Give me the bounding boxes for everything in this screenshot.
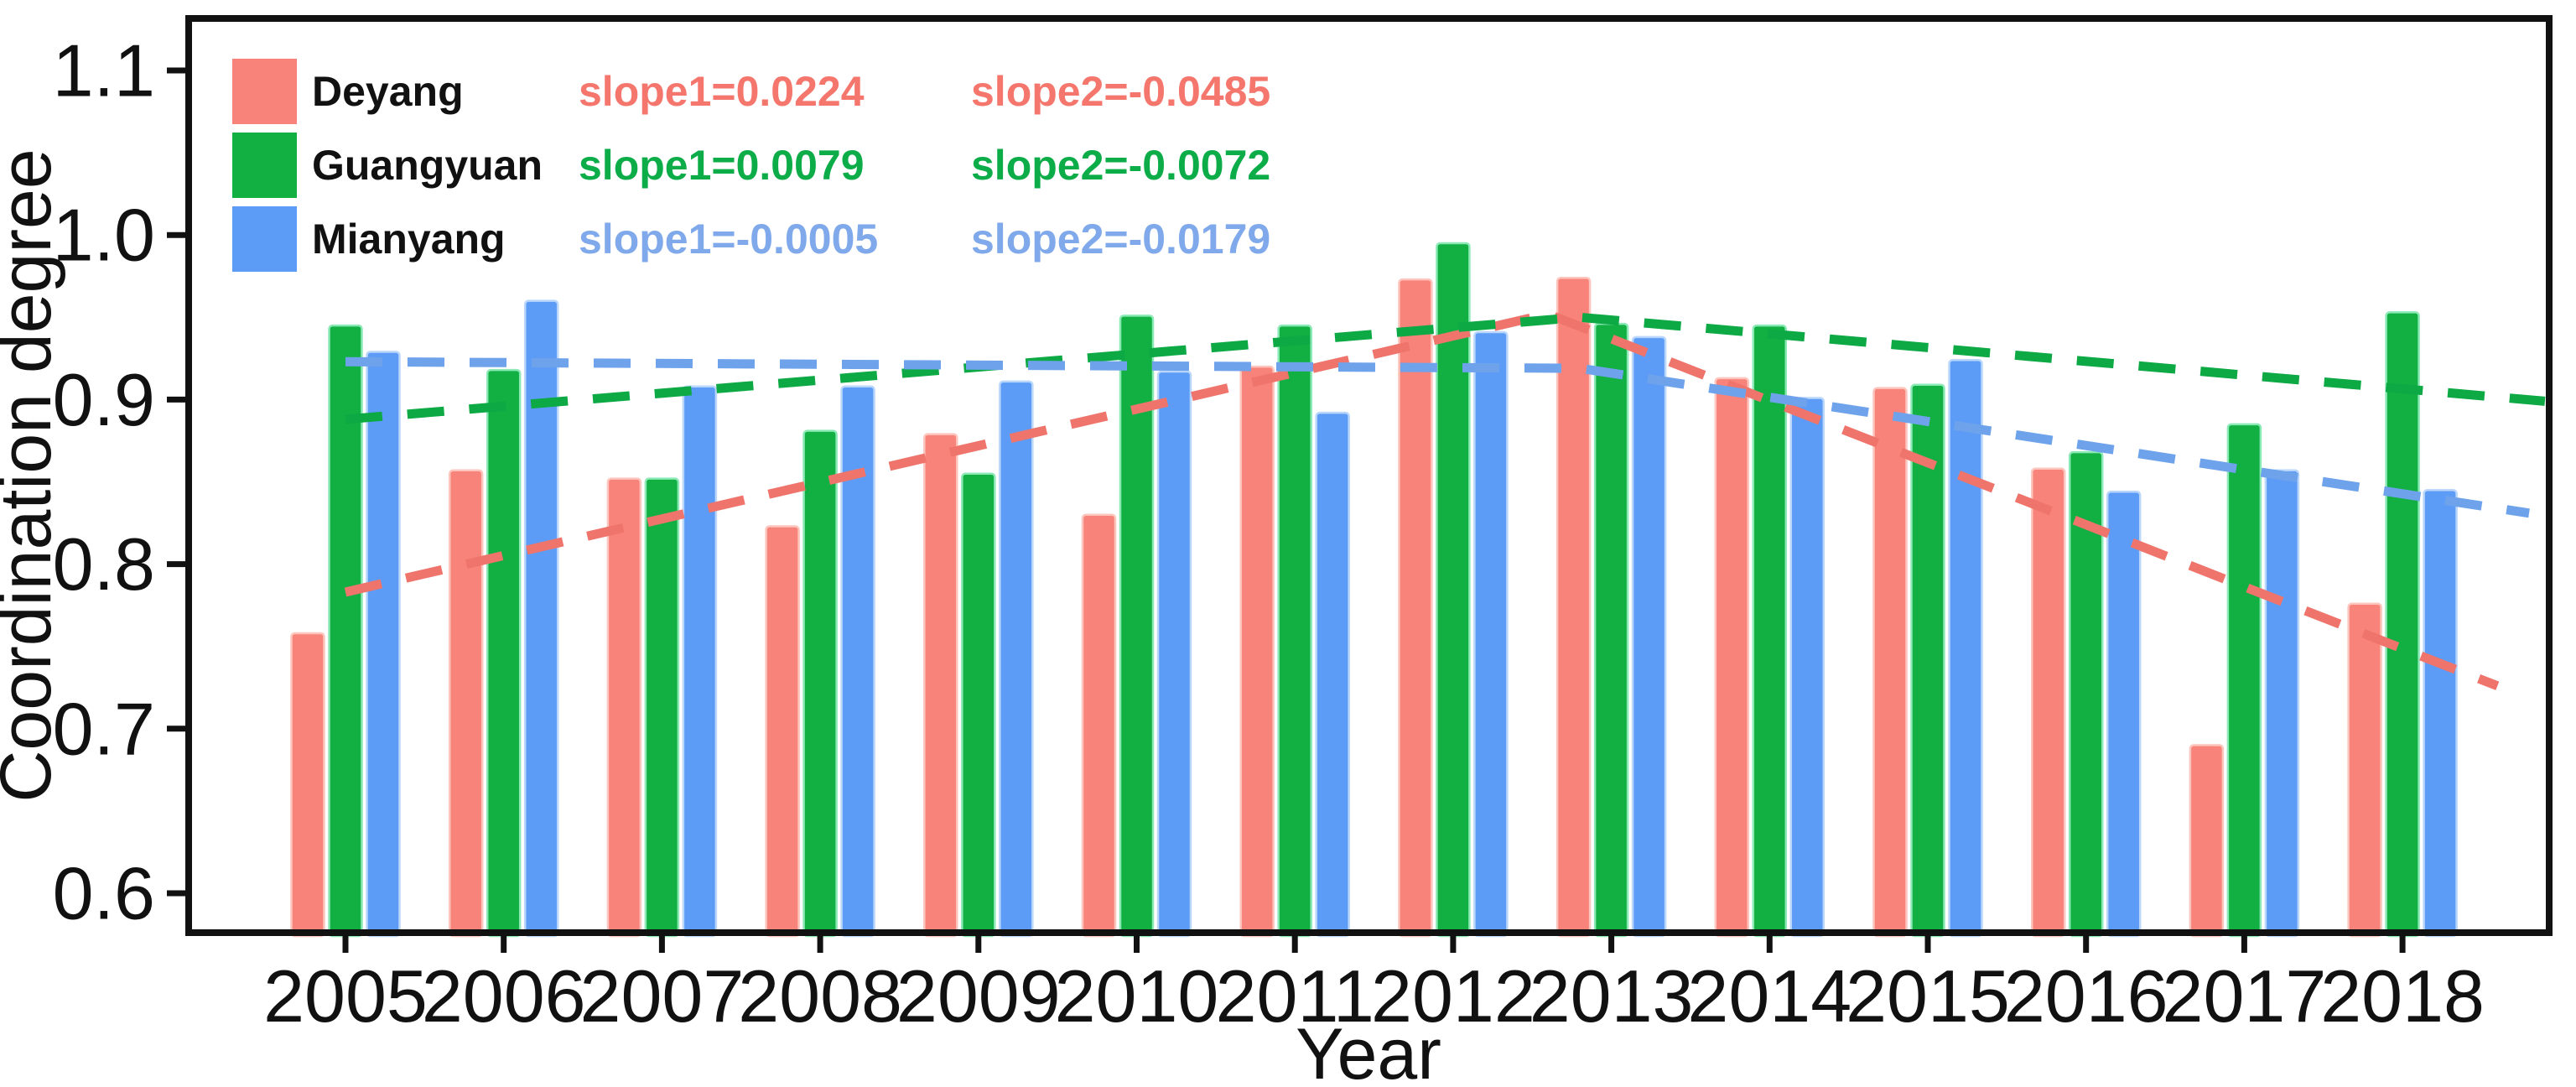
slope1-mianyang: slope1=-0.0005 bbox=[579, 216, 878, 263]
x-tick-label: 2013 bbox=[1530, 954, 1694, 1038]
bar-guangyuan-2008 bbox=[802, 429, 838, 938]
bar-deyang-2008 bbox=[765, 525, 800, 938]
y-tick-label: 1.1 bbox=[53, 29, 155, 112]
x-tick-label: 2005 bbox=[263, 954, 428, 1038]
x-tick-label: 2017 bbox=[2163, 954, 2327, 1038]
bar-mianyang-2014 bbox=[1789, 397, 1826, 938]
legend-label-deyang: Deyang bbox=[312, 68, 464, 115]
slope1-guangyuan: slope1=0.0079 bbox=[579, 142, 865, 189]
bar-mianyang-2010 bbox=[1156, 370, 1192, 938]
trend-line-mianyang bbox=[345, 356, 2530, 518]
bar-deyang-2009 bbox=[923, 433, 958, 938]
x-tick-label: 2008 bbox=[738, 954, 902, 1038]
bar-deyang-2014 bbox=[1714, 377, 1750, 938]
legend-key-mianyang bbox=[232, 206, 297, 272]
plot-border bbox=[185, 15, 2553, 936]
x-tick-label: 2009 bbox=[896, 954, 1061, 1038]
trend-lines-layer bbox=[344, 309, 2546, 690]
bar-mianyang-2012 bbox=[1473, 330, 1509, 938]
x-tick-label: 2016 bbox=[2004, 954, 2168, 1038]
y-axis-title: Coordination degree bbox=[0, 148, 66, 802]
bar-mianyang-2017 bbox=[2264, 469, 2300, 938]
x-tick-label: 2010 bbox=[1055, 954, 1219, 1038]
x-tick-label: 2018 bbox=[2320, 954, 2485, 1038]
bar-deyang-2018 bbox=[2347, 602, 2382, 938]
y-tick-label: 0.7 bbox=[53, 687, 155, 770]
bar-deyang-2007 bbox=[606, 477, 642, 938]
slope2-deyang: slope2=-0.0485 bbox=[971, 68, 1270, 115]
x-tick-label: 2015 bbox=[1846, 954, 2010, 1038]
slope2-guangyuan: slope2=-0.0072 bbox=[971, 142, 1270, 189]
bar-deyang-2010 bbox=[1081, 513, 1117, 938]
bar-mianyang-2006 bbox=[523, 299, 559, 938]
bar-guangyuan-2012 bbox=[1436, 242, 1471, 938]
bar-mianyang-2013 bbox=[1631, 335, 1667, 938]
legend: Deyang Guangyuan Mianyang slope1=0.0224 … bbox=[232, 59, 1270, 272]
x-tick-label: 2007 bbox=[580, 954, 745, 1038]
x-tick-label: 2006 bbox=[422, 954, 586, 1038]
bar-guangyuan-2013 bbox=[1593, 322, 1629, 938]
bar-mianyang-2008 bbox=[840, 385, 875, 938]
bar-deyang-2015 bbox=[1872, 387, 1908, 938]
legend-key-guangyuan bbox=[232, 133, 297, 198]
bar-mianyang-2018 bbox=[2423, 489, 2458, 938]
bar-mianyang-2009 bbox=[999, 380, 1034, 938]
x-axis-title: Year bbox=[1296, 1014, 1441, 1087]
x-tick-label: 2014 bbox=[1687, 954, 1852, 1038]
bar-deyang-2011 bbox=[1239, 365, 1275, 938]
y-tick-label: 0.6 bbox=[53, 852, 155, 935]
bar-guangyuan-2018 bbox=[2385, 311, 2420, 938]
bar-deyang-2012 bbox=[1398, 278, 1433, 938]
bars-layer bbox=[290, 242, 2458, 938]
bar-guangyuan-2014 bbox=[1752, 324, 1788, 938]
bar-mianyang-2005 bbox=[366, 351, 401, 938]
y-tick-label: 0.8 bbox=[53, 523, 155, 606]
y-tick-label: 0.9 bbox=[53, 358, 155, 441]
axes-layer: 1.11.00.90.80.70.62005200620072008200920… bbox=[53, 29, 2485, 1038]
bar-mianyang-2007 bbox=[682, 385, 718, 938]
bar-deyang-2005 bbox=[290, 632, 325, 938]
bar-guangyuan-2017 bbox=[2226, 423, 2262, 938]
legend-key-deyang bbox=[232, 59, 297, 124]
bar-guangyuan-2007 bbox=[644, 477, 680, 938]
x-tick-label: 2011 bbox=[1216, 954, 1374, 1038]
trend-line-guangyuan bbox=[345, 312, 2546, 424]
legend-label-guangyuan: Guangyuan bbox=[312, 142, 543, 189]
bar-mianyang-2016 bbox=[2106, 491, 2142, 938]
x-tick-label: 2012 bbox=[1371, 954, 1535, 1038]
bar-mianyang-2011 bbox=[1315, 411, 1350, 938]
bar-guangyuan-2011 bbox=[1277, 324, 1312, 938]
slope1-deyang: slope1=0.0224 bbox=[579, 68, 865, 115]
legend-label-mianyang: Mianyang bbox=[312, 216, 506, 263]
y-tick-label: 1.0 bbox=[53, 194, 155, 277]
bar-deyang-2016 bbox=[2030, 467, 2066, 938]
bar-deyang-2006 bbox=[448, 469, 484, 938]
slope2-mianyang: slope2=-0.0179 bbox=[971, 216, 1270, 263]
bar-guangyuan-2009 bbox=[961, 472, 996, 938]
bar-mianyang-2015 bbox=[1948, 359, 1983, 938]
bar-deyang-2017 bbox=[2189, 744, 2225, 938]
bar-guangyuan-2006 bbox=[486, 368, 522, 938]
bar-deyang-2013 bbox=[1555, 276, 1592, 938]
